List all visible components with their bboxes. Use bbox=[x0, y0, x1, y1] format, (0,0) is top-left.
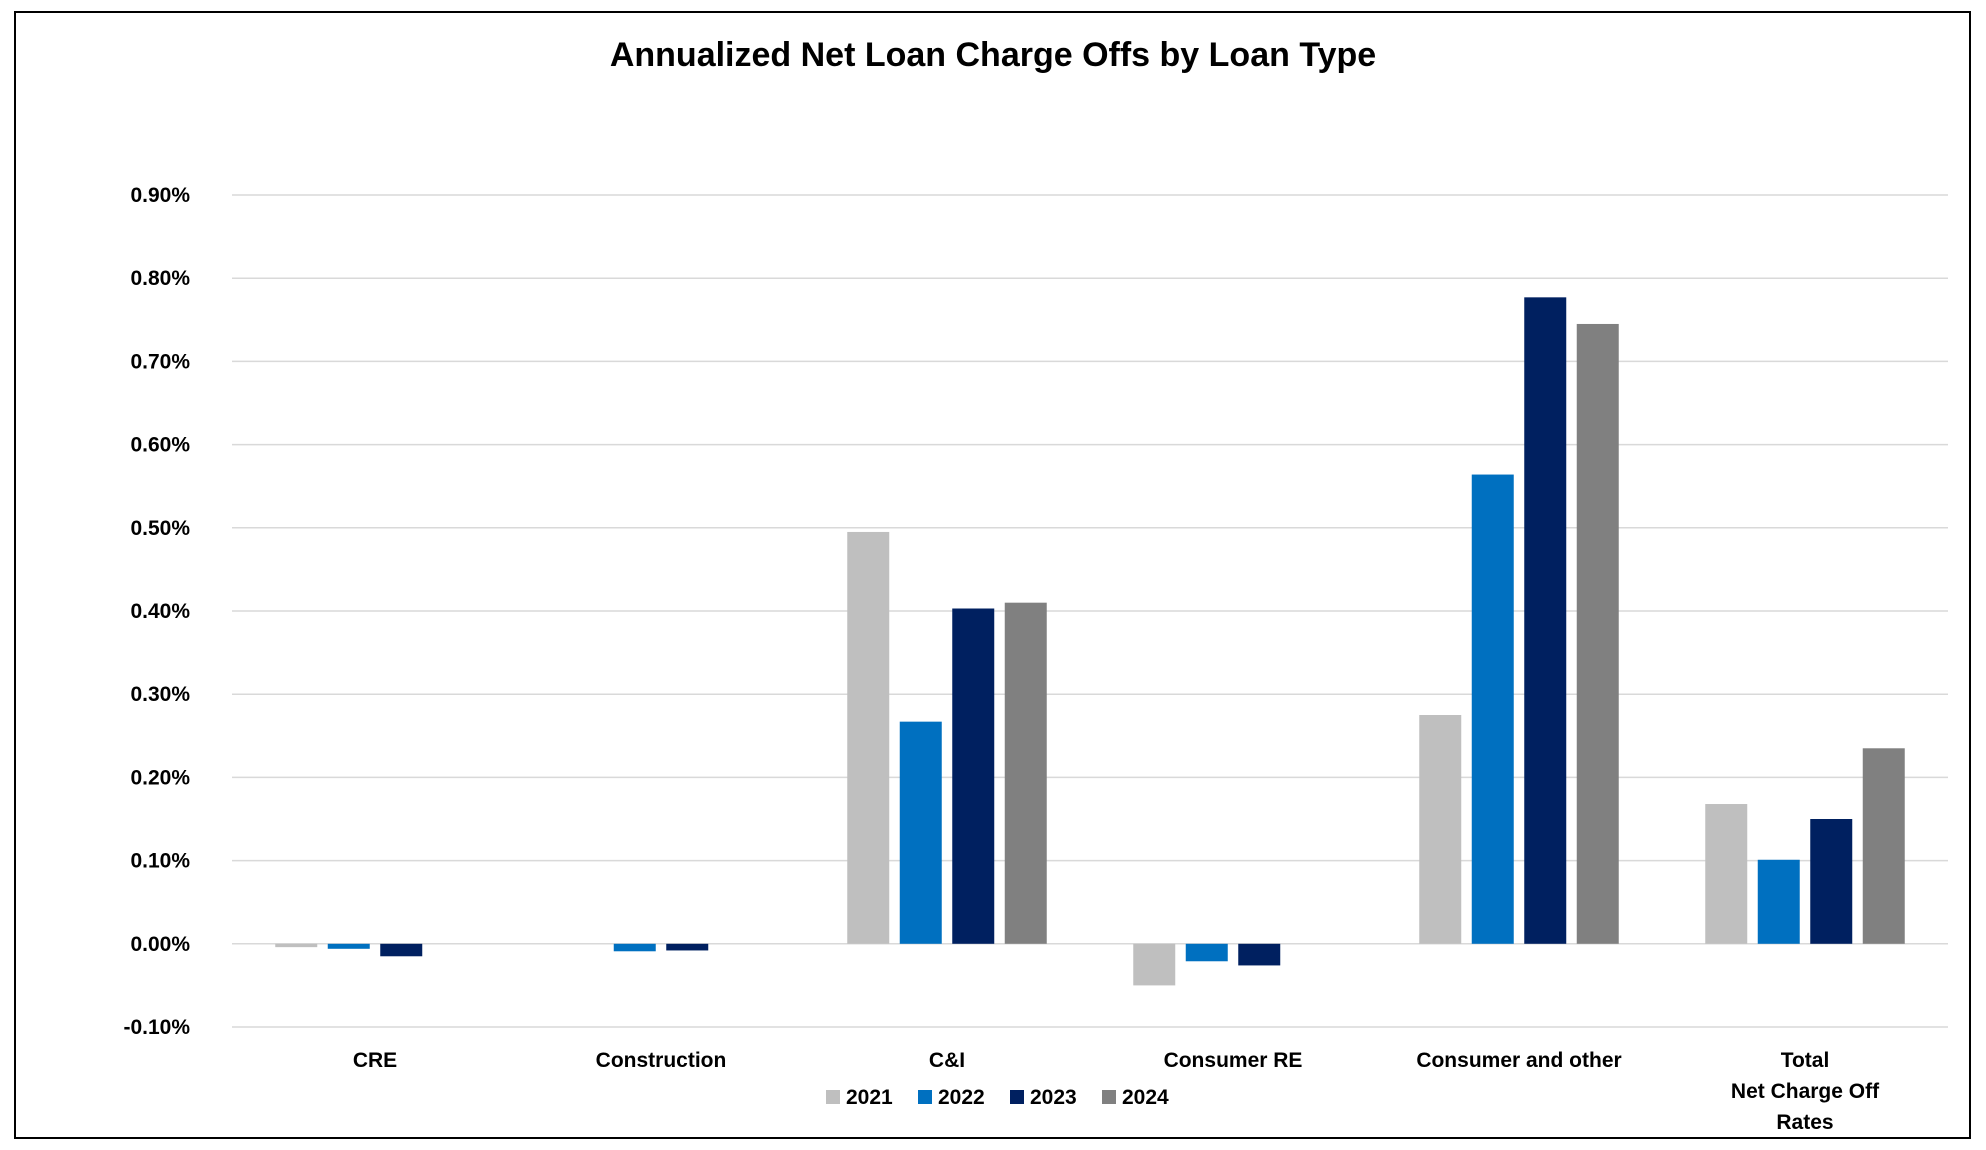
y-tick-label: 0.80% bbox=[130, 267, 190, 290]
legend: 2021 2022 2023 2024 bbox=[826, 1086, 1169, 1109]
bar bbox=[275, 943, 318, 948]
y-tick-label: -0.10% bbox=[123, 1016, 190, 1039]
category-label: Rates bbox=[1776, 1111, 1833, 1134]
legend-label: 2023 bbox=[1030, 1086, 1077, 1109]
y-tick-label: 0.20% bbox=[130, 766, 190, 789]
bar bbox=[1524, 297, 1567, 944]
bar bbox=[1862, 748, 1905, 944]
bar bbox=[1419, 715, 1462, 944]
legend-label: 2021 bbox=[846, 1086, 893, 1109]
chart-frame bbox=[14, 11, 1971, 1139]
bar bbox=[1471, 474, 1514, 944]
bar bbox=[1133, 943, 1176, 986]
category-label: CRE bbox=[353, 1049, 397, 1072]
bar bbox=[899, 721, 942, 944]
bars bbox=[275, 297, 1905, 986]
bar bbox=[327, 943, 370, 949]
bar bbox=[380, 943, 423, 957]
bar bbox=[847, 531, 890, 944]
x-axis-category-labels: CRE Construction C&I Consumer RE Consumer an… bbox=[353, 1049, 1880, 1134]
gridlines bbox=[232, 194, 1948, 1028]
legend-swatch bbox=[918, 1090, 932, 1104]
legend-swatch bbox=[1010, 1090, 1024, 1104]
y-tick-label: 0.70% bbox=[130, 350, 190, 373]
category-label: Total bbox=[1781, 1049, 1830, 1072]
bar bbox=[1004, 602, 1047, 944]
chart-title: Annualized Net Loan Charge Offs by Loan … bbox=[609, 36, 1377, 74]
bar bbox=[1185, 943, 1228, 962]
y-tick-label: 0.50% bbox=[130, 517, 190, 540]
bar bbox=[1576, 323, 1619, 944]
category-label: Construction bbox=[596, 1049, 727, 1072]
category-label: Consumer and other bbox=[1416, 1049, 1621, 1072]
legend-swatch bbox=[1102, 1090, 1116, 1104]
bar bbox=[613, 943, 656, 952]
category-label: Net Charge Off bbox=[1731, 1080, 1880, 1103]
legend-label: 2022 bbox=[938, 1086, 985, 1109]
bar bbox=[1705, 804, 1748, 944]
y-tick-label: 0.60% bbox=[130, 434, 190, 457]
bar bbox=[1238, 943, 1281, 966]
legend-label: 2024 bbox=[1122, 1086, 1169, 1109]
category-label: C&I bbox=[929, 1049, 965, 1072]
category-label: Consumer RE bbox=[1164, 1049, 1303, 1072]
y-tick-label: 0.00% bbox=[130, 933, 190, 956]
y-tick-label: 0.10% bbox=[130, 850, 190, 873]
y-tick-label: 0.40% bbox=[130, 600, 190, 623]
bar bbox=[1810, 819, 1853, 944]
legend-swatch bbox=[826, 1090, 840, 1104]
y-tick-label: 0.90% bbox=[130, 184, 190, 207]
bar bbox=[1757, 859, 1800, 944]
y-axis-tick-labels: -0.10% 0.00% 0.10% 0.20% 0.30% 0.40% 0.50% 0.60… bbox=[123, 184, 190, 1039]
y-tick-label: 0.30% bbox=[130, 683, 190, 706]
bar bbox=[666, 943, 709, 951]
bar bbox=[952, 608, 995, 944]
